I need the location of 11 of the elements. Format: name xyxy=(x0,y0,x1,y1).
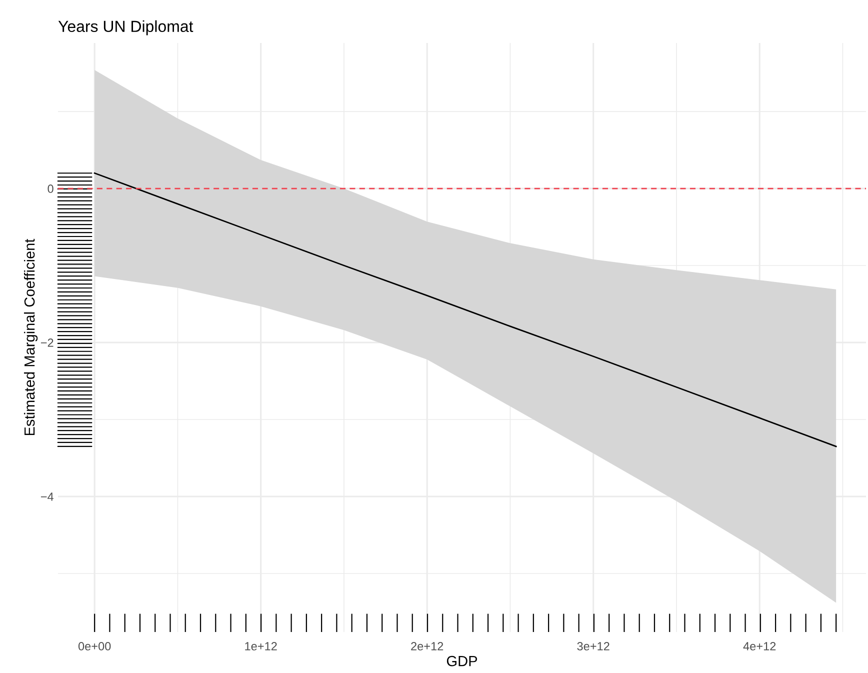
y-axis-title: Estimated Marginal Coefficient xyxy=(24,238,38,436)
y-tick-label: 0 xyxy=(48,184,54,193)
x-axis-title: GDP xyxy=(446,656,478,666)
x-tick-label: 0e+00 xyxy=(78,642,111,650)
x-tick-label: 1e+12 xyxy=(245,642,277,650)
chart-title: Years UN Diplomat xyxy=(58,20,194,36)
x-tick-label: 2e+12 xyxy=(411,642,444,650)
y-tick-label: −2 xyxy=(40,338,54,347)
y-tick-label: −4 xyxy=(40,492,54,501)
x-tick-label: 4e+12 xyxy=(743,642,776,650)
x-tick-label: 3e+12 xyxy=(577,642,610,650)
